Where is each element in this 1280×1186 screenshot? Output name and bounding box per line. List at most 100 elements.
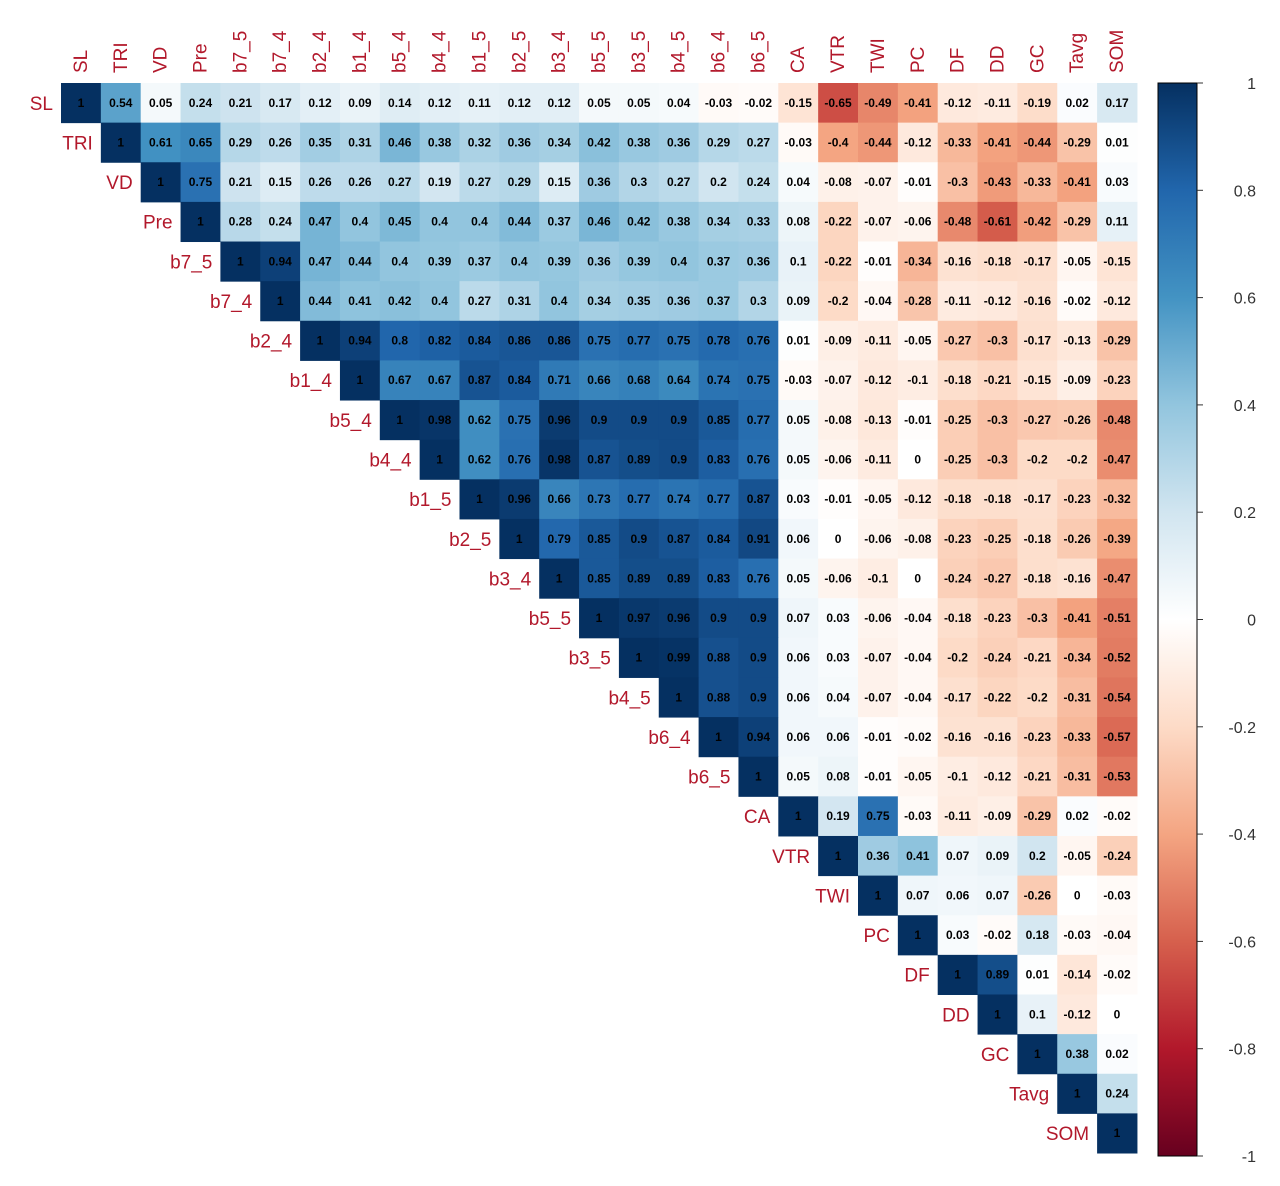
cell-value-b3_4-DD: -0.27	[984, 571, 1012, 585]
cell-value-b1_4-VTR: -0.07	[824, 373, 852, 387]
cell-value-SL-b2_5: 0.12	[508, 96, 532, 110]
cell-value-b1_5-b3_5: 0.77	[627, 492, 651, 506]
column-label-b2_5: b2_5	[509, 31, 530, 73]
cell-value-b5_4-b5_4: 1	[396, 413, 403, 427]
cell-value-SL-DD: -0.11	[984, 96, 1011, 110]
cell-value-SL-b5_5: 0.05	[587, 96, 611, 110]
heatmap-cell-b7_4-b4_5	[658, 281, 700, 322]
column-label-SL: SL	[71, 50, 92, 73]
heatmap-cell-b3_4-DF	[937, 558, 979, 599]
heatmap-cell-VD-b1_5	[459, 162, 500, 203]
heatmap-cell-b5_4-CA	[778, 400, 819, 441]
cell-value-b4_4-b6_5: 0.76	[747, 452, 771, 466]
heatmap-cell-b2_4-DF	[937, 320, 979, 361]
colorbar-tick-label: 0	[1247, 613, 1256, 630]
heatmap-cell-b7_5-b2_4	[300, 241, 341, 282]
cell-value-TRI-DD: -0.41	[984, 135, 1012, 149]
heatmap-cell-b5_4-SOM	[1097, 400, 1138, 441]
heatmap-cell-TRI-VTR	[818, 122, 859, 163]
cell-value-SL-b2_4: 0.12	[308, 96, 332, 110]
heatmap-cell-b6_4-GC	[1017, 717, 1058, 758]
heatmap-cell-b1_4-TWI	[858, 360, 899, 401]
cell-value-DD-GC: 0.1	[1029, 1007, 1046, 1021]
cell-value-b2_5-PC: -0.08	[904, 532, 932, 546]
heatmap-cell-b7_4-b2_4	[300, 281, 341, 322]
heatmap-cell-b3_5-SOM	[1097, 637, 1138, 678]
cell-value-b4_4-CA: 0.05	[787, 452, 811, 466]
cell-value-PC-SOM: -0.04	[1103, 928, 1131, 942]
heatmap-cell-VD-GC	[1017, 162, 1058, 203]
cell-value-CA-VTR: 0.19	[826, 809, 850, 823]
cell-value-VD-b3_5: 0.3	[630, 175, 647, 189]
cell-value-Pre-b2_5: 0.44	[508, 215, 532, 229]
heatmap-cell-b6_5-Tavg	[1057, 756, 1098, 797]
cell-value-VTR-GC: 0.2	[1029, 849, 1046, 863]
cell-value-b5_4-b2_5: 0.75	[508, 413, 532, 427]
heatmap-cell-Tavg-SOM	[1097, 1073, 1138, 1114]
heatmap-cell-b4_4-b6_5	[738, 439, 779, 480]
heatmap-cell-SL-VD	[140, 83, 182, 124]
heatmap-cell-TRI-Pre	[180, 122, 221, 163]
heatmap-cell-b5_5-PC	[897, 598, 939, 639]
heatmap-cell-b2_5-TWI	[858, 518, 899, 560]
heatmap-cell-SL-TRI	[100, 83, 142, 124]
heatmap-cell-CA-TWI	[858, 796, 899, 837]
heatmap-cell-b3_4-PC	[897, 558, 939, 599]
cell-value-b3_5-CA: 0.06	[787, 651, 811, 665]
column-label-b4_4: b4_4	[430, 30, 451, 73]
heatmap-cell-Pre-b5_5	[579, 201, 620, 243]
heatmap-cell-b4_5-Tavg	[1057, 677, 1098, 718]
heatmap-cell-b1_5-CA	[778, 479, 819, 520]
cell-value-Pre-b4_5: 0.38	[667, 215, 691, 229]
cell-value-TRI-b1_4: 0.31	[348, 135, 372, 149]
heatmap-cell-TRI-b6_4	[698, 122, 739, 163]
cell-value-TRI-b4_4: 0.38	[428, 135, 452, 149]
cell-value-VD-b4_5: 0.27	[667, 175, 691, 189]
heatmap-cell-TRI-DF	[937, 122, 979, 163]
row-label-CA: CA	[744, 807, 771, 828]
cell-value-b7_5-b6_5: 0.36	[747, 254, 771, 268]
cell-value-b4_5-SOM: -0.54	[1103, 690, 1131, 704]
cell-value-b7_5-VTR: -0.22	[824, 254, 852, 268]
cell-value-PC-GC: 0.18	[1026, 928, 1050, 942]
cell-value-b3_5-DF: -0.2	[947, 651, 968, 665]
cell-value-SL-SOM: 0.17	[1105, 96, 1129, 110]
cell-value-b2_5-DF: -0.23	[944, 532, 972, 546]
heatmap-cell-b3_4-CA	[778, 558, 819, 599]
cell-value-Pre-b3_5: 0.42	[627, 215, 651, 229]
cell-value-b7_5-b2_4: 0.47	[308, 254, 332, 268]
cell-value-TRI-b6_5: 0.27	[747, 135, 771, 149]
cell-value-TRI-SOM: 0.01	[1105, 135, 1129, 149]
heatmap-cell-SL-b3_4	[539, 83, 580, 124]
heatmap-cell-b1_4-b6_5	[738, 360, 779, 401]
row-label-SOM: SOM	[1046, 1124, 1089, 1145]
cell-value-b3_5-b6_5: 0.9	[750, 651, 767, 665]
cell-value-b2_4-PC: -0.05	[904, 334, 932, 348]
heatmap-cell-b6_4-PC	[897, 717, 939, 758]
heatmap-cell-SL-b1_5	[459, 83, 500, 124]
heatmap-cell-b5_4-DD	[977, 400, 1018, 441]
heatmap-cell-b7_4-VTR	[818, 281, 859, 322]
heatmap-cell-TRI-DD	[977, 122, 1018, 163]
cell-value-b4_5-DF: -0.17	[944, 690, 972, 704]
heatmap-cell-b1_5-b2_5	[499, 479, 540, 520]
row-label-b7_5: b7_5	[170, 252, 212, 273]
heatmap-cell-b5_5-GC	[1017, 598, 1058, 639]
color-legend: 1 0.8 0.6 0.4 0.2 0 -0.2 -0.4 -0.6 -0.8 -1	[1157, 76, 1256, 1166]
heatmap-cell-b4_4-GC	[1017, 439, 1058, 480]
cell-value-b4_4-VTR: -0.06	[824, 452, 852, 466]
cell-value-b7_5-PC: -0.34	[904, 254, 932, 268]
cell-value-b7_5-b2_5: 0.4	[511, 254, 528, 268]
heatmap-cell-SL-b7_5	[220, 83, 261, 124]
cell-value-b7_5-b4_5: 0.4	[670, 254, 687, 268]
heatmap-cell-b1_4-SOM	[1097, 360, 1138, 401]
heatmap-cell-Pre-TWI	[858, 201, 899, 243]
row-label-b2_5: b2_5	[449, 530, 491, 551]
heatmap-cell-b4_5-SOM	[1097, 677, 1138, 718]
heatmap-cell-b3_4-b3_4	[539, 558, 580, 599]
heatmap-cell-b4_5-CA	[778, 677, 819, 718]
cell-value-SL-TWI: -0.49	[864, 96, 892, 110]
heatmap-cell-SL-b1_4	[339, 83, 381, 124]
heatmap-cell-PC-Tavg	[1057, 915, 1098, 956]
column-label-b6_5: b6_5	[748, 31, 769, 73]
